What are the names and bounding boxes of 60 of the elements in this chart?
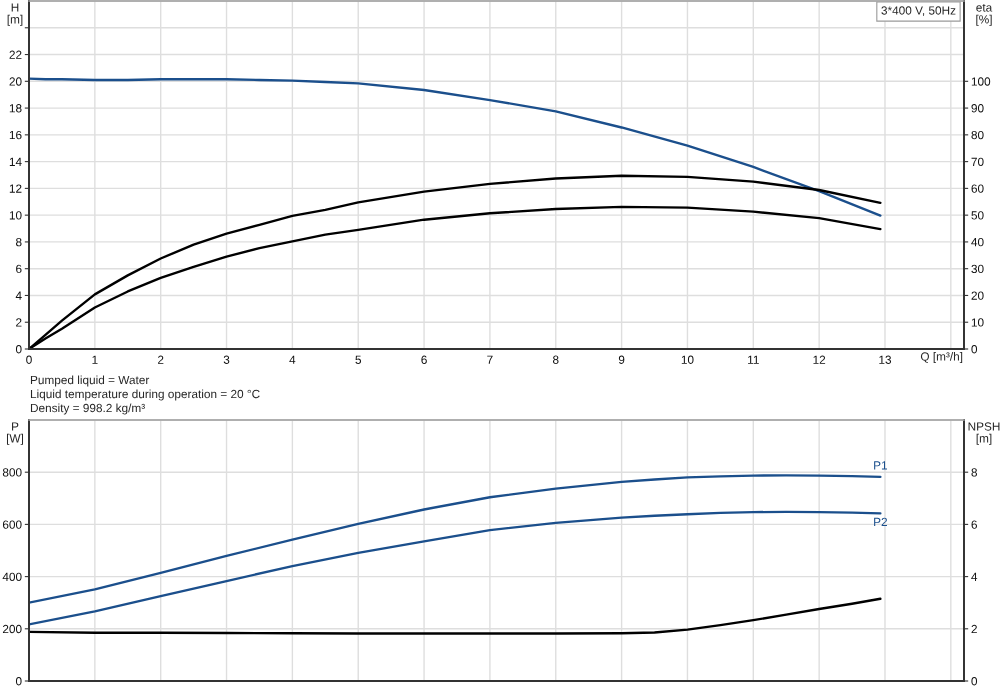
y2-tick-label: 4 <box>971 572 978 581</box>
x-tick-label: 10 <box>681 355 694 364</box>
x-tick-label: 7 <box>487 355 493 364</box>
annotation: 3*400 V, 50Hz <box>881 6 956 17</box>
text: Pumped liquid = Water <box>30 375 150 387</box>
y-tick-label: 8 <box>16 237 22 247</box>
y2-axis-title: NPSH [m] <box>968 422 1000 445</box>
y2-tick-label: 20 <box>971 291 984 300</box>
y2-tick-label: 2 <box>971 624 977 634</box>
y-tick-label: 600 <box>2 520 22 529</box>
y2-tick-label: 90 <box>971 104 984 113</box>
line-series <box>29 77 882 217</box>
y-tick-label: 800 <box>2 468 22 477</box>
text: Liquid temperature during operation = 20 °C <box>30 389 260 401</box>
y-tick-label: 2 <box>16 318 22 327</box>
y-tick-label: 18 <box>9 104 22 113</box>
y2-tick-label: 0 <box>971 677 978 686</box>
x-tick-label: 3 <box>223 355 230 364</box>
x-tick-label: 8 <box>552 355 559 364</box>
y2-tick-label: 40 <box>971 237 984 247</box>
series-label: P2 <box>874 517 887 526</box>
y2-axis-title: eta [%] <box>976 3 993 26</box>
line-series <box>29 597 882 635</box>
y2-tick-label: 100 <box>971 77 991 86</box>
x-tick-label: 13 <box>879 355 892 364</box>
x-tick-label: 2 <box>158 355 164 364</box>
y-tick-label: 20 <box>9 77 22 86</box>
y-tick-label: 22 <box>9 50 22 59</box>
y-tick-label: 400 <box>2 572 22 581</box>
text: Density = 998.2 kg/m³ <box>30 403 145 415</box>
y-tick-label: 6 <box>16 264 22 274</box>
y2-tick-label: 30 <box>971 264 984 274</box>
x-tick-label: 5 <box>355 355 362 364</box>
y-tick-label: 4 <box>15 291 22 300</box>
y-axis-title: P [W] <box>6 422 24 445</box>
y2-tick-label: 6 <box>971 520 977 529</box>
y-tick-label: 10 <box>9 211 22 220</box>
x-tick-label: 6 <box>421 355 427 364</box>
y2-tick-label: 60 <box>971 184 984 193</box>
x-tick-label: 9 <box>618 355 625 364</box>
y-tick-label: 12 <box>9 184 22 193</box>
x-tick-label: 0 <box>26 355 32 364</box>
y-tick-label: 0 <box>15 345 22 354</box>
series-label: P1 <box>874 461 888 470</box>
x-tick-label: 12 <box>813 355 826 364</box>
y2-tick-label: 80 <box>971 130 984 140</box>
y2-tick-label: 8 <box>971 468 977 477</box>
y-tick-label: 0 <box>15 677 22 686</box>
y2-tick-label: 50 <box>971 211 984 220</box>
y-tick-label: 16 <box>9 130 22 140</box>
x-axis-title: Q [m³/h] <box>920 352 963 364</box>
y-tick-label: 14 <box>9 157 22 166</box>
x-tick-label: 1 <box>92 355 98 364</box>
y2-tick-label: 70 <box>971 157 984 167</box>
y2-tick-label: 10 <box>971 318 984 327</box>
y-axis-title: H [m] <box>7 3 23 26</box>
y2-tick-label: 0 <box>971 345 978 354</box>
x-tick-label: 11 <box>748 355 759 364</box>
y-tick-label: 200 <box>2 624 22 634</box>
x-tick-label: 4 <box>289 355 296 364</box>
